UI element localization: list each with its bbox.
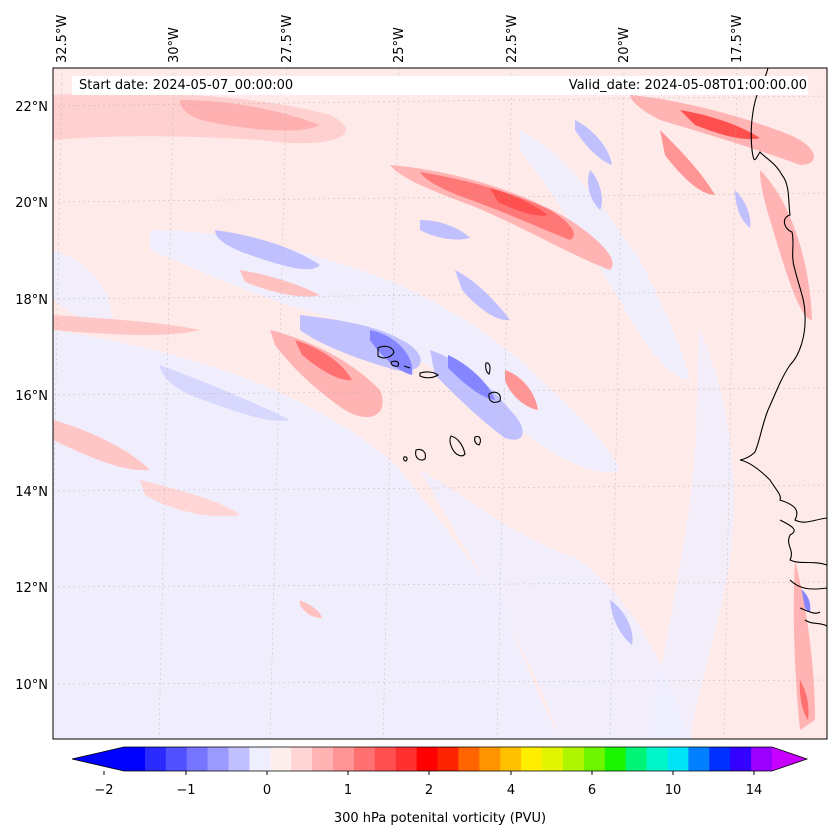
longitude-label: 22.5°W (505, 15, 520, 63)
longitude-label: 27.5°W (280, 15, 295, 63)
colorbar-swatch (458, 747, 480, 771)
colorbar-swatch (562, 747, 585, 771)
colorbar-swatch (583, 747, 606, 771)
colorbar-extend-low (72, 747, 124, 771)
latitude-label: 20°N (15, 196, 48, 211)
pv-field (53, 68, 827, 739)
colorbar-tick-label: 4 (507, 783, 515, 798)
colorbar-swatch (395, 747, 418, 771)
longitude-label: 30°W (167, 27, 182, 63)
positive-pv-regions (53, 93, 815, 730)
colorbar-swatch (730, 747, 752, 771)
colorbar-swatch (333, 747, 355, 771)
start-date-text: Start date: 2024-05-07_00:00:00 (79, 78, 294, 93)
latitude-labels: 22°N 20°N 18°N 16°N 14°N 12°N 10°N (15, 100, 48, 693)
coastlines (377, 68, 827, 627)
longitude-label: 20°W (617, 27, 632, 63)
colorbar-swatch (207, 747, 230, 771)
island-fogo (415, 448, 426, 461)
latitude-label: 16°N (15, 389, 48, 404)
longitude-labels: 32.5°W 30°W 27.5°W 25°W 22.5°W 20°W 17.5°W (55, 15, 745, 63)
colorbar-swatch (709, 747, 731, 771)
island-brava (403, 456, 408, 462)
colorbar-swatch (270, 747, 292, 771)
colorbar-tick-label: −2 (94, 783, 113, 798)
colorbar-swatch (667, 747, 689, 771)
island-santo-antao (377, 345, 395, 359)
colorbar-tick-label: −1 (176, 783, 195, 798)
colorbar-swatch (479, 747, 501, 771)
island-santa-luzia (403, 365, 411, 369)
island-santiago (449, 435, 466, 457)
africa-coastline (739, 68, 827, 627)
island-sao-nicolau (419, 371, 439, 379)
colorbar-swatch (249, 747, 271, 771)
colorbar-swatch (228, 747, 250, 771)
colorbar-swatch (500, 747, 522, 771)
colorbar-swatch (416, 747, 439, 771)
colorbar-swatch (124, 747, 146, 771)
colorbar-swatch (604, 747, 627, 771)
start-date-box: Start date: 2024-05-07_00:00:00 (72, 76, 535, 95)
latitude-label: 22°N (15, 100, 48, 115)
valid-date-text: Valid_date: 2024-05-08T01:00:00.00 (568, 78, 807, 93)
colorbar-swatch (625, 747, 648, 771)
colorbar-tick-label: 1 (344, 783, 352, 798)
graticule (53, 68, 827, 739)
colorbar-swatch (186, 747, 209, 771)
map-frame (52, 67, 828, 740)
island-sal (485, 362, 491, 375)
longitude-label: 25°W (392, 27, 407, 63)
colorbar-tick-label: 6 (588, 783, 596, 798)
island-sao-vicente (390, 360, 400, 367)
colorbar-swatch (165, 747, 188, 771)
latitude-label: 12°N (15, 581, 48, 596)
colorbar (71, 746, 809, 772)
latitude-label: 10°N (15, 678, 48, 693)
latitude-label: 18°N (15, 293, 48, 308)
colorbar-swatch (312, 747, 334, 771)
longitude-label: 32.5°W (55, 15, 70, 63)
colorbar-swatch (542, 747, 564, 771)
island-boa-vista (488, 391, 501, 403)
colorbar-swatch (291, 747, 313, 771)
strong-negative-pv (160, 120, 811, 645)
map-panel[interactable] (49, 67, 828, 740)
colorbar-extend-high (772, 747, 807, 771)
colorbar-tick-label: 2 (425, 783, 433, 798)
colorbar-swatch (688, 747, 710, 771)
colorbar-outline (71, 746, 809, 772)
colorbar-tick-label: 14 (746, 783, 763, 798)
colorbar-tick-label: 0 (263, 783, 271, 798)
valid-date-box: Valid_date: 2024-05-08T01:00:00.00 (528, 76, 808, 95)
island-maio (474, 436, 481, 446)
colorbar-swatch (144, 747, 167, 771)
colorbar-swatch (374, 747, 397, 771)
colorbar-swatch (353, 747, 376, 771)
colorbar-swatch (437, 747, 459, 771)
longitude-label: 17.5°W (730, 15, 745, 63)
colorbar-label: 300 hPa potenital vorticity (PVU) (334, 811, 546, 826)
colorbar-swatch (646, 747, 668, 771)
colorbar-swatch (521, 747, 543, 771)
colorbar-tick-labels: −2 −1 0 1 2 4 6 10 14 (94, 771, 762, 798)
latitude-label: 14°N (15, 485, 48, 500)
colorbar-swatch (751, 747, 773, 771)
colorbar-tick-label: 10 (665, 783, 682, 798)
